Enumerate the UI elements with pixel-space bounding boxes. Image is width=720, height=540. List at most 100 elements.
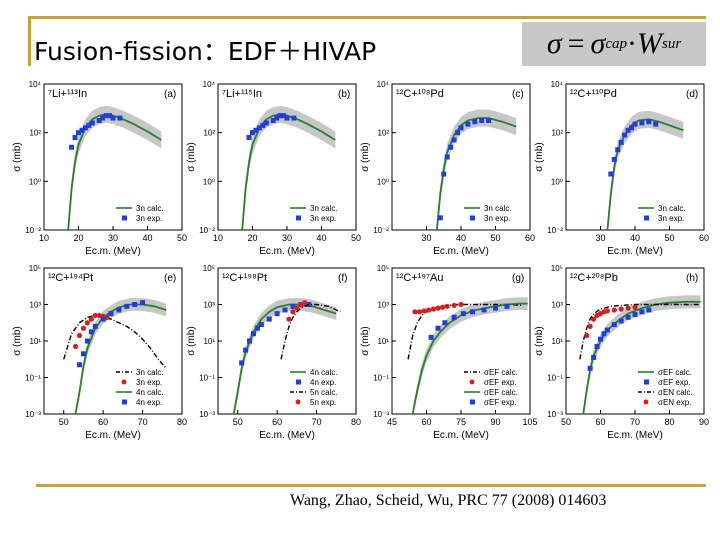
data-point [632, 121, 638, 127]
y-tick-label: 10² [203, 129, 215, 138]
y-tick-label: 10⁻² [25, 226, 41, 235]
data-point [451, 314, 457, 320]
data-point [258, 322, 264, 328]
data-point [412, 309, 418, 315]
y-tick-label: 10² [377, 129, 389, 138]
x-tick-label: 50 [664, 233, 674, 243]
x-tick-label: 30 [421, 233, 431, 243]
data-point [458, 125, 464, 131]
uncertainty-band [436, 109, 517, 230]
panel-letter: (f) [338, 273, 347, 284]
panel-c: ¹²C+¹⁰⁸Pd (c) 10⁴ 10² 10⁰ 10⁻² 30 40 50 60 Ec.m. (… [360, 80, 535, 257]
x-tick-label: 50 [490, 233, 500, 243]
data-point [103, 113, 109, 119]
data-point [618, 318, 624, 324]
panel-letter: (a) [164, 89, 176, 100]
data-point [100, 316, 106, 322]
y-tick-label: 10⁴ [29, 80, 42, 89]
data-point [76, 130, 81, 136]
data-point [615, 147, 621, 153]
data-point [598, 336, 603, 342]
data-point [629, 125, 635, 131]
bottom-accent-bar [36, 484, 706, 487]
data-point [611, 322, 617, 328]
data-point [451, 137, 457, 143]
x-axis-label: Ec.m. (MeV) [85, 246, 141, 257]
data-point [632, 312, 638, 318]
data-point [79, 127, 85, 133]
panel-letter: (g) [512, 273, 524, 284]
reaction-label: ¹²C+²⁰⁸Pb [570, 272, 618, 284]
legend-label: 4n calc. [310, 368, 338, 377]
y-tick-label: 10⁻² [547, 226, 563, 235]
data-point [639, 120, 645, 126]
legend-label: 3n calc. [136, 204, 164, 213]
data-point [260, 122, 266, 128]
panel-f: ¹²C+¹⁹⁸Pt (f) 10⁵ 10³ 10¹ 10⁻¹ 10⁻³ 50 60 70 80 Ec.… [186, 264, 361, 441]
legend-swatch [469, 379, 475, 385]
data-point [486, 118, 492, 123]
x-tick-label: 50 [561, 417, 571, 427]
y-tick-label: 10⁴ [377, 80, 390, 89]
panel-d: ¹²C+¹¹⁰Pd (d) 10⁴ 10² 10⁰ 10⁻² 30 40 50 60 Ec.m. (… [534, 80, 709, 257]
y-tick-label: 10³ [551, 301, 563, 310]
data-point [653, 121, 659, 127]
legend-swatch [122, 399, 127, 405]
legend-label: 3n calc. [136, 368, 164, 377]
data-point [132, 302, 138, 307]
legend-label: 3n calc. [310, 204, 338, 213]
x-axis-label: Ec.m. (MeV) [433, 246, 489, 257]
data-point [444, 154, 450, 160]
reaction-label: ¹²C+¹⁹⁸Pt [222, 272, 267, 284]
top-accent-bar [28, 16, 706, 19]
legend-label: σEN calc. [658, 388, 693, 397]
data-point [639, 309, 645, 315]
x-tick-label: 80 [664, 417, 674, 427]
y-tick-label: 10⁴ [551, 80, 564, 89]
uncertainty-band [607, 110, 684, 230]
data-point [437, 215, 443, 221]
data-point [116, 307, 122, 313]
data-point [107, 113, 113, 119]
formula-sigma: σ [546, 27, 562, 60]
data-point [442, 320, 448, 326]
x-tick-label: 70 [312, 417, 322, 427]
data-point [124, 303, 130, 309]
data-point [465, 121, 471, 127]
data-point [632, 304, 638, 310]
legend-swatch [296, 379, 301, 385]
x-tick-label: 30 [282, 233, 292, 243]
data-point [444, 303, 450, 309]
y-tick-label: 10³ [29, 301, 41, 310]
series-line [232, 303, 337, 415]
data-point [604, 308, 611, 314]
data-point [608, 171, 614, 177]
data-point [108, 311, 114, 317]
panel-letter: (d) [686, 89, 698, 100]
y-axis-label: σ (mb) [534, 326, 545, 356]
legend-label: 4n exp. [136, 398, 162, 407]
x-tick-label: 40 [630, 233, 640, 243]
y-axis-label: σ (mb) [534, 142, 545, 172]
y-tick-label: 10¹ [551, 337, 563, 346]
x-tick-label: 70 [138, 417, 148, 427]
legend-label: σEF calc. [658, 368, 692, 377]
legend-swatch [643, 399, 649, 405]
data-point [587, 365, 593, 371]
data-point [448, 144, 454, 150]
data-point [455, 130, 461, 136]
y-tick-label: 10⁻³ [25, 410, 41, 419]
legend-label: 3n calc. [484, 204, 512, 213]
data-point [250, 130, 255, 136]
y-tick-label: 10⁻² [373, 226, 389, 235]
data-point [594, 343, 600, 349]
panel-letter: (h) [686, 273, 698, 284]
citation: Wang, Zhao, Scheid, Wu, PRC 77 (2008) 01… [290, 492, 607, 509]
data-point [274, 311, 280, 317]
legend-label: 5n calc. [310, 388, 338, 397]
data-point [426, 307, 432, 313]
formula-sigma-cap: σ [590, 27, 606, 60]
series-line [241, 113, 336, 231]
x-tick-label: 80 [177, 417, 187, 427]
